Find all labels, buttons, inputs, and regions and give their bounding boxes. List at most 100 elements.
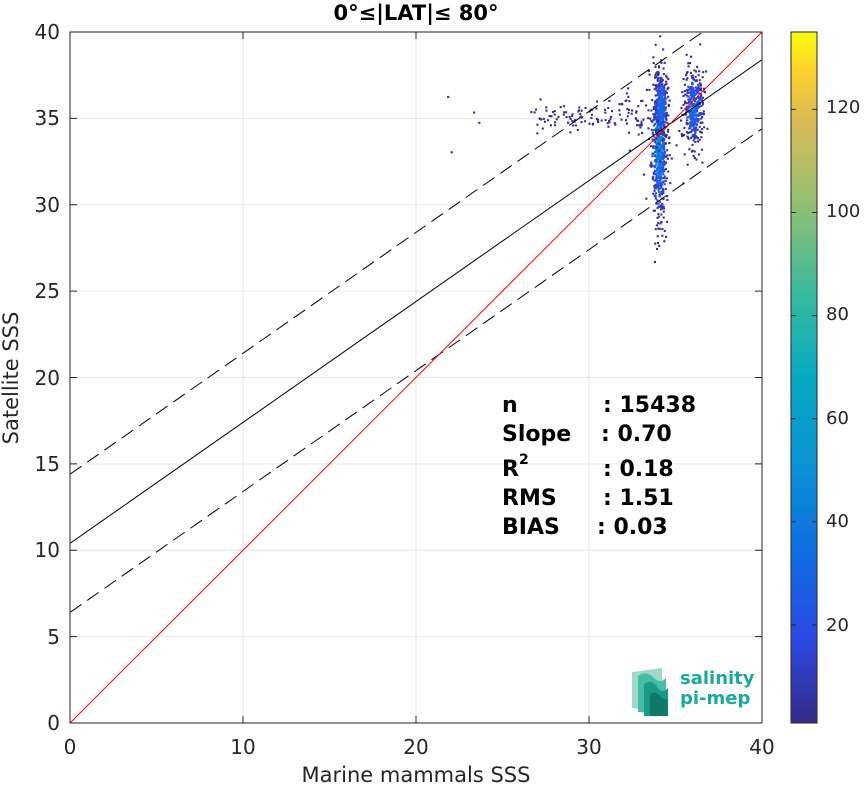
density-point xyxy=(542,117,545,120)
density-point xyxy=(591,122,594,125)
density-point xyxy=(693,133,696,136)
density-point xyxy=(692,112,695,115)
density-point xyxy=(553,110,556,113)
density-point xyxy=(695,90,698,93)
density-point xyxy=(655,89,658,92)
density-point xyxy=(698,79,701,82)
density-point xyxy=(697,85,700,88)
fit-upper-dashed-line xyxy=(70,32,704,475)
density-point xyxy=(686,70,689,73)
density-point xyxy=(660,114,663,117)
density-point xyxy=(655,109,658,112)
density-point xyxy=(664,180,667,183)
density-point xyxy=(655,176,658,179)
density-point xyxy=(652,173,655,176)
density-point xyxy=(664,135,667,138)
density-point xyxy=(625,92,628,95)
density-point xyxy=(654,185,657,188)
density-point xyxy=(658,227,661,230)
density-point xyxy=(686,92,689,95)
density-point xyxy=(699,82,702,85)
density-point xyxy=(657,77,660,80)
density-point xyxy=(655,172,658,175)
density-point xyxy=(663,177,666,180)
density-point xyxy=(626,122,629,125)
density-point xyxy=(685,53,688,56)
density-point xyxy=(663,240,666,243)
density-point xyxy=(659,78,662,81)
density-point xyxy=(656,169,659,172)
density-point xyxy=(661,228,664,231)
density-point xyxy=(690,86,693,89)
density-point xyxy=(609,118,612,121)
density-point xyxy=(651,121,654,124)
density-point xyxy=(625,119,628,122)
density-point xyxy=(664,187,667,190)
density-point xyxy=(693,111,696,114)
density-point xyxy=(662,210,665,213)
density-point xyxy=(661,150,664,153)
density-point xyxy=(648,88,651,91)
density-point xyxy=(652,124,655,127)
density-point xyxy=(541,127,544,130)
density-point xyxy=(655,107,658,110)
density-point xyxy=(692,95,695,98)
density-point xyxy=(662,189,665,192)
density-point xyxy=(699,43,702,46)
regression-lines xyxy=(70,32,762,723)
density-point xyxy=(662,139,665,142)
density-point xyxy=(571,120,574,123)
density-point xyxy=(664,112,667,115)
density-point xyxy=(654,84,657,87)
density-point xyxy=(696,105,699,108)
density-point xyxy=(659,102,662,105)
density-point xyxy=(685,121,688,124)
density-point xyxy=(665,97,668,100)
density-point xyxy=(662,94,665,97)
density-point xyxy=(660,120,663,123)
density-point xyxy=(653,194,656,197)
density-point xyxy=(604,111,607,114)
density-point xyxy=(652,171,655,174)
density-point xyxy=(695,105,698,108)
density-point xyxy=(620,118,623,121)
density-point xyxy=(666,198,669,201)
density-point xyxy=(655,126,658,129)
density-point xyxy=(654,150,657,153)
density-point xyxy=(659,128,662,131)
density-point xyxy=(683,153,686,156)
statistics-box: n : 15438 Slope : 0.70 R 2 : 0.18 RMS : … xyxy=(502,393,696,540)
density-point xyxy=(545,106,548,109)
density-point xyxy=(666,91,669,94)
density-point xyxy=(663,229,666,232)
density-point xyxy=(692,139,695,142)
density-point xyxy=(668,99,671,102)
density-point xyxy=(691,94,694,97)
density-point xyxy=(695,108,698,111)
density-point xyxy=(576,128,579,131)
density-point xyxy=(694,75,697,78)
density-point xyxy=(657,153,660,156)
density-point xyxy=(657,185,660,188)
density-point xyxy=(661,115,664,118)
density-point xyxy=(595,100,598,103)
density-point xyxy=(659,121,662,124)
y-tick-label: 20 xyxy=(35,366,60,390)
y-tick-label: 30 xyxy=(35,193,60,217)
density-point xyxy=(668,154,671,157)
density-point xyxy=(450,151,453,154)
density-point xyxy=(661,79,664,82)
stat-slope-label: Slope xyxy=(502,422,571,447)
salinity-pi-mep-logo: salinity pi-mep xyxy=(632,668,755,716)
density-point xyxy=(683,89,686,92)
density-point xyxy=(660,83,663,86)
density-point xyxy=(658,171,661,174)
density-point xyxy=(661,168,664,171)
density-point xyxy=(555,118,558,121)
density-point xyxy=(654,158,657,161)
density-point xyxy=(656,182,659,185)
density-point xyxy=(656,199,659,202)
density-point xyxy=(662,162,665,165)
density-point xyxy=(658,184,661,187)
density-point xyxy=(654,115,657,118)
